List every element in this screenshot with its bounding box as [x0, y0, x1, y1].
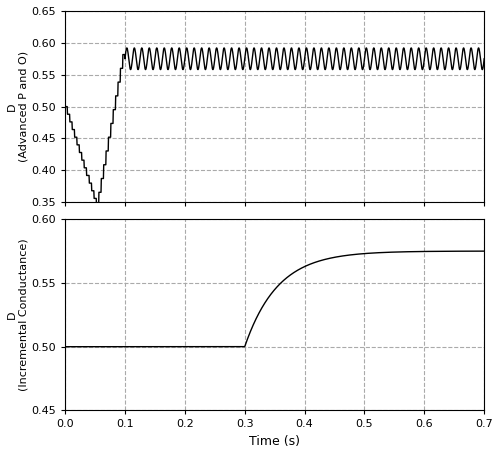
Y-axis label: D
(Advanced P and O): D (Advanced P and O) [7, 51, 28, 162]
Y-axis label: D
(Incremental Conductance): D (Incremental Conductance) [7, 238, 28, 391]
X-axis label: Time (s): Time (s) [249, 435, 300, 448]
